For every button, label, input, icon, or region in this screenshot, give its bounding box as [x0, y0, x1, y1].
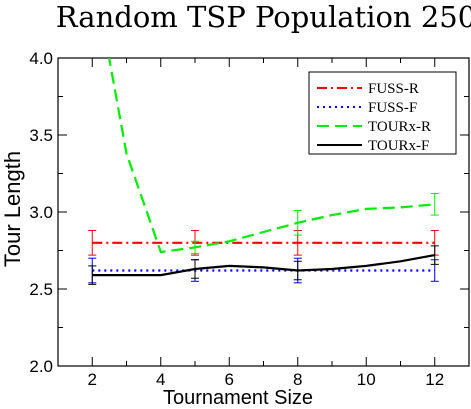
- y-tick-label: 3.0: [29, 203, 53, 222]
- legend: FUSS-R FUSS-F TOURx-R TOURx-F: [308, 71, 457, 155]
- y-tick-label: 2.5: [29, 280, 53, 299]
- y-tick-label: 2.0: [29, 357, 53, 376]
- series-line-tourx-r: [107, 58, 435, 254]
- series-group: [88, 58, 439, 285]
- plot-area: 2 4 6 8 10 12 2.0 2.5 3.0 3.5 4.0: [29, 49, 470, 389]
- legend-label-fuss-f: FUSS-F: [368, 100, 417, 116]
- x-axis-label: Tournament Size: [163, 387, 313, 409]
- chart-title: Random TSP Population 250: [56, 0, 471, 34]
- y-axis-label: Tour Length: [0, 151, 25, 267]
- x-tick-label: 12: [425, 370, 444, 389]
- x-tick-label: 4: [156, 370, 165, 389]
- y-tick-label: 3.5: [29, 126, 53, 145]
- legend-label-fuss-r: FUSS-R: [368, 81, 419, 97]
- x-tick-label: 2: [88, 370, 97, 389]
- y-tick-label: 4.0: [29, 49, 53, 68]
- legend-box: [308, 71, 457, 155]
- x-tick-label: 6: [225, 370, 234, 389]
- x-tick-label: 8: [293, 370, 302, 389]
- legend-label-tourx-r: TOURx-R: [368, 119, 431, 135]
- series-line-tourx-f: [92, 254, 435, 277]
- legend-label-tourx-f: TOURx-F: [368, 138, 429, 154]
- x-tick-label: 10: [357, 370, 376, 389]
